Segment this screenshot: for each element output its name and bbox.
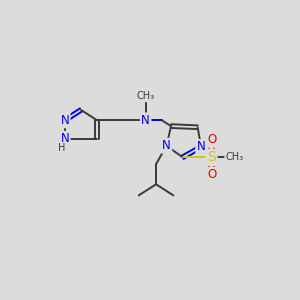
Text: N: N <box>60 132 69 145</box>
Text: CH₃: CH₃ <box>136 91 155 101</box>
Text: O: O <box>207 134 216 146</box>
Text: H: H <box>58 143 65 154</box>
Text: N: N <box>162 139 171 152</box>
Text: CH₃: CH₃ <box>226 152 244 162</box>
Text: N: N <box>60 114 69 127</box>
Text: S: S <box>207 150 216 164</box>
Text: N: N <box>141 114 150 127</box>
Text: N: N <box>197 140 206 153</box>
Text: O: O <box>207 168 216 181</box>
